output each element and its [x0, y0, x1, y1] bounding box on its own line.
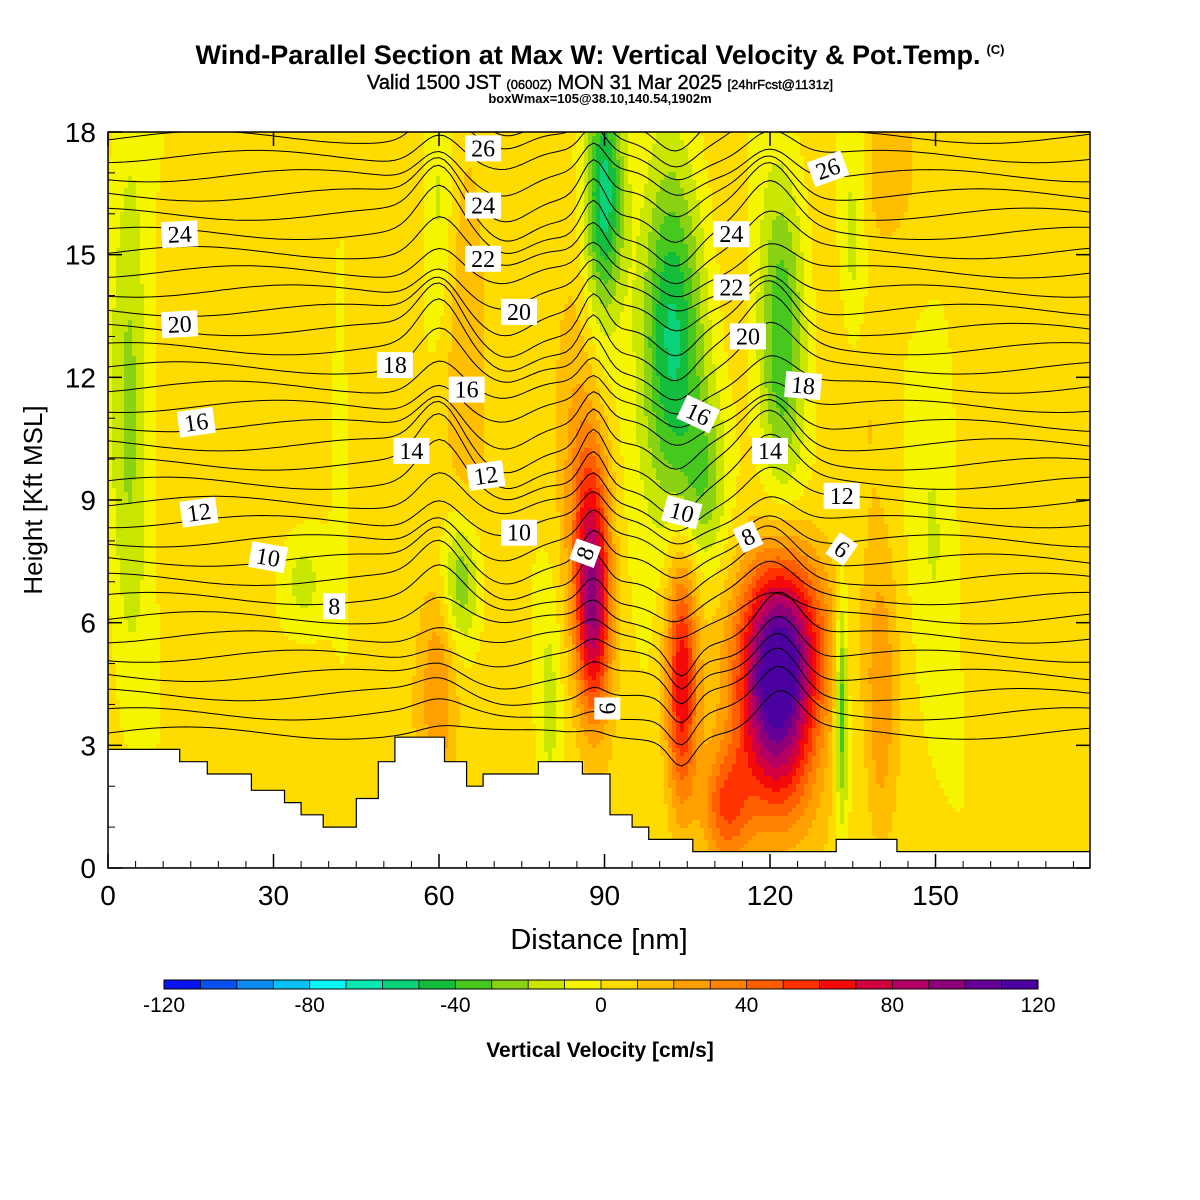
- theta-label-text: 22: [719, 275, 743, 301]
- x-tick-label: 150: [912, 880, 959, 911]
- theta-label: 16: [449, 377, 485, 404]
- theta-label: 14: [752, 438, 788, 465]
- colorbar-swatch: [383, 980, 420, 989]
- colorbar-swatch: [528, 980, 565, 989]
- theta-label-text: 12: [472, 462, 499, 491]
- theta-label: 6: [594, 698, 621, 720]
- theta-label-text: 14: [758, 439, 782, 465]
- theta-label-text: 24: [167, 222, 192, 249]
- colorbar-swatch: [1002, 980, 1039, 989]
- y-axis-label: Height [Kft MSL]: [18, 405, 48, 594]
- theta-label: 14: [393, 438, 429, 465]
- theta-label-text: 14: [399, 439, 423, 465]
- theta-label-text: 20: [167, 312, 192, 339]
- colorbar-swatch: [492, 980, 529, 989]
- y-tick-label: 0: [80, 853, 96, 884]
- theta-label: 22: [713, 274, 749, 301]
- colorbar-swatch: [710, 980, 747, 989]
- theta-label-text: 24: [471, 194, 495, 220]
- colorbar-swatch: [200, 980, 237, 989]
- colorbar-swatch: [346, 980, 383, 989]
- colorbar-swatch: [747, 980, 784, 989]
- theta-label-text: 18: [790, 372, 816, 400]
- colorbar: -120 -80 -40 0 40 80 120: [143, 980, 1056, 1017]
- theta-label: 24: [161, 220, 198, 249]
- theta-label-text: 10: [507, 521, 531, 547]
- colorbar-swatch: [273, 980, 310, 989]
- theta-label-text: 6: [595, 703, 621, 715]
- y-tick-label: 12: [65, 362, 96, 393]
- x-axis-label: Distance [nm]: [510, 924, 687, 956]
- x-tick-label: 60: [423, 880, 454, 911]
- theta-label-text: 16: [455, 378, 479, 404]
- theta-label: 26: [465, 135, 501, 162]
- theta-label-text: 26: [471, 136, 495, 162]
- colorbar-tick-label: -80: [294, 994, 324, 1017]
- vertical-velocity-field: [108, 132, 1093, 869]
- colorbar-swatch: [565, 980, 602, 989]
- theta-label-text: 16: [183, 409, 210, 438]
- colorbar-swatch: [164, 980, 201, 989]
- colorbar-tick-label: 40: [735, 994, 758, 1017]
- y-tick-label: 15: [65, 240, 96, 271]
- x-tick-label: 120: [747, 880, 794, 911]
- colorbar-tick-label: 0: [595, 994, 607, 1017]
- y-tick-label: 18: [65, 117, 96, 148]
- colorbar-swatch: [674, 980, 711, 989]
- colorbar-tick-label: -120: [143, 994, 185, 1017]
- theta-label: 10: [501, 520, 537, 547]
- colorbar-swatch: [237, 980, 274, 989]
- colorbar-swatch: [929, 980, 966, 989]
- colorbar-tick-label: 120: [1020, 994, 1055, 1017]
- theta-label-text: 22: [471, 247, 495, 273]
- theta-label-text: 12: [830, 484, 854, 510]
- theta-label-text: 18: [383, 353, 407, 379]
- theta-label: 20: [501, 299, 537, 326]
- theta-label: 20: [161, 310, 198, 339]
- colorbar-swatch: [783, 980, 820, 989]
- colorbar-swatch: [892, 980, 929, 989]
- colorbar-tick-label: -40: [440, 994, 470, 1017]
- x-tick-label: 0: [100, 880, 116, 911]
- theta-label: 18: [784, 371, 822, 401]
- colorbar-swatch: [601, 980, 638, 989]
- colorbar-swatch: [637, 980, 674, 989]
- theta-label: 24: [713, 221, 749, 248]
- theta-label-text: 8: [328, 594, 340, 620]
- theta-label-text: 20: [736, 324, 760, 350]
- colorbar-tick-label: 80: [881, 994, 904, 1017]
- x-tick-label: 30: [258, 880, 289, 911]
- theta-label-text: 10: [254, 543, 282, 573]
- colorbar-swatch: [856, 980, 893, 989]
- theta-label-text: 24: [719, 222, 743, 248]
- theta-label: 8: [323, 593, 345, 620]
- y-tick-label: 9: [80, 485, 96, 516]
- theta-label: 20: [730, 323, 766, 350]
- x-tick-label: 90: [589, 880, 620, 911]
- colorbar-label: Vertical Velocity [cm/s]: [486, 1039, 714, 1062]
- colorbar-swatch: [419, 980, 456, 989]
- y-tick-label: 3: [80, 730, 96, 761]
- theta-label: 24: [465, 193, 501, 220]
- y-tick-label: 6: [80, 608, 96, 639]
- theta-label: 22: [465, 246, 501, 273]
- colorbar-swatch: [965, 980, 1002, 989]
- theta-label: 12: [824, 483, 860, 510]
- colorbar-swatch: [820, 980, 857, 989]
- colorbar-swatch: [310, 980, 347, 989]
- colorbar-swatch: [455, 980, 492, 989]
- cross-section-chart: 2420161210818142624221612201086242220161…: [0, 0, 1200, 1200]
- theta-label-text: 20: [507, 300, 531, 326]
- theta-contour-line: [108, 46, 1090, 129]
- theta-label: 18: [377, 352, 413, 379]
- theta-label-text: 12: [185, 499, 212, 528]
